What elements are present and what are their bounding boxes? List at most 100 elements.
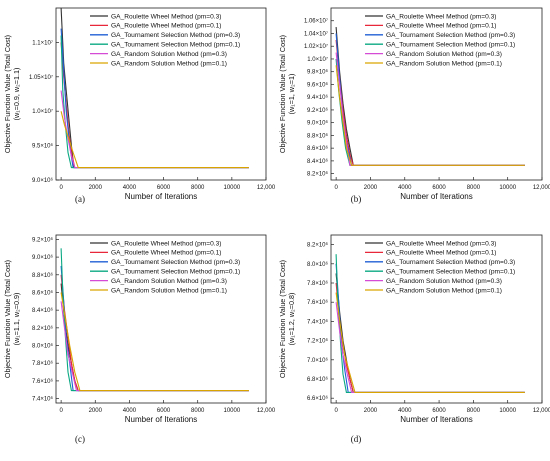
chart-2: 0 2000 4000 6000 8000 10000 12,000 8.2×10⁶ 8.4×1…	[278, 7, 550, 204]
chart-2-y-tick-label: 9.8×10⁶	[307, 69, 329, 76]
chart-1-x-axis-label: Number of Iterations	[125, 192, 197, 201]
chart-2-legend-entry: GA_Tournament Selection Method (pm=0.3)	[386, 32, 515, 39]
chart-4-plot-frame	[330, 234, 543, 404]
chart-1: 0 2000 4000 6000 8000 10000 12,000 9.0×10⁶ 9.5×1…	[3, 7, 276, 204]
chart-4-y-tick-label: 8.0×10⁶	[307, 261, 329, 268]
chart-4-y-tick-label: 7.8×10⁶	[307, 280, 329, 287]
chart-1-y-tick-label: 9.5×10⁶	[32, 143, 54, 150]
chart-4-legend-entry: GA_Tournament Selection Method (pm=0.3)	[386, 259, 515, 266]
chart-3-x-axis-label: Number of Iterations	[125, 415, 197, 424]
chart-2-x-tick-label: 6000	[432, 185, 446, 191]
chart-3-y-axis-sublabel: (w₁=1.1, w₂=0.9)	[12, 293, 21, 346]
chart-1-legend-entry: GA_Tournament Selection Method (pm=0.1)	[111, 42, 240, 49]
chart-1-y-tick-label: 1.0×10⁷	[32, 108, 53, 115]
chart-4-y-axis-label: Objective Function Value (Total Cost)	[278, 260, 287, 378]
chart-3-plot-frame	[55, 234, 267, 404]
chart-4-x-tick-label: 2000	[364, 408, 378, 414]
chart-2-y-tick-label: 1.02×10⁷	[304, 43, 328, 50]
chart-4-y-tick-label: 7.6×10⁶	[307, 299, 329, 306]
chart-2-x-tick-label: 0	[334, 185, 338, 191]
chart-2-legend-entry: GA_Tournament Selection Method (pm=0.1)	[386, 42, 515, 49]
chart-3-y-tick-label: 8.4×10⁶	[32, 307, 54, 314]
chart-2-y-tick-label: 9.2×10⁶	[307, 107, 329, 114]
chart-3-y-tick-label: 7.6×10⁶	[32, 378, 54, 385]
chart-2-y-tick-label: 8.2×10⁶	[307, 171, 329, 178]
chart-3: 0 2000 4000 6000 8000 10000 12,000 7.4×10⁶ 7.6×1…	[3, 234, 276, 444]
chart-4-caption: (d)	[351, 434, 362, 444]
chart-1-x-tick-label: 0	[59, 185, 63, 191]
chart-3-x-tick-label: 0	[59, 408, 63, 414]
chart-2-y-axis-sublabel: (w₁=1, w₂=1)	[287, 74, 296, 115]
chart-3-x-tick-label: 12,000	[257, 408, 276, 414]
chart-1-x-tick-label: 10000	[224, 185, 241, 191]
chart-1-x-tick-label: 12,000	[257, 185, 276, 191]
chart-3-legend-entry: GA_Roulette Wheel Method (pm=0.3)	[111, 240, 222, 247]
chart-3-legend-entry: GA_Random Solution Method (pm=0.3)	[111, 278, 227, 285]
chart-2-plot-frame	[330, 7, 543, 181]
chart-1-y-axis-label: Objective Function Value (Total Cost)	[3, 35, 12, 153]
chart-3-x-tick-label: 8000	[191, 408, 205, 414]
chart-4-y-tick-label: 7.0×10⁶	[307, 357, 329, 364]
chart-3-x-tick-label: 2000	[89, 408, 103, 414]
chart-1-legend-entry: GA_Roulette Wheel Method (pm=0.3)	[111, 13, 222, 20]
chart-3-y-axis-label: Objective Function Value (Total Cost)	[3, 260, 12, 378]
chart-3-y-tick-label: 8.6×10⁶	[32, 289, 54, 296]
chart-2-y-tick-label: 9.0×10⁶	[307, 120, 329, 127]
chart-1-plot-frame	[55, 7, 267, 181]
chart-1-caption: (a)	[75, 194, 85, 204]
chart-4-y-tick-label: 6.6×10⁶	[307, 395, 329, 402]
chart-2-y-tick-label: 9.4×10⁶	[307, 94, 329, 101]
chart-3-x-tick-label: 6000	[157, 408, 171, 414]
chart-4-y-tick-label: 6.8×10⁶	[307, 376, 329, 383]
chart-2-legend-entry: GA_Roulette Wheel Method (pm=0.1)	[386, 23, 497, 30]
chart-2-x-tick-label: 4000	[398, 185, 412, 191]
chart-4: 0 2000 4000 6000 8000 10000 12,000 6.6×10⁶ 6.8×1…	[278, 234, 550, 444]
chart-1-x-tick-label: 6000	[157, 185, 171, 191]
chart-4-series-6-line	[335, 292, 525, 393]
chart-2-y-tick-label: 1.04×10⁷	[304, 30, 328, 37]
chart-4-x-tick-label: 10000	[499, 408, 516, 414]
chart-1-legend-entry: GA_Tournament Selection Method (pm=0.3)	[111, 32, 240, 39]
chart-3-y-tick-label: 7.8×10⁶	[32, 360, 54, 367]
chart-4-x-tick-label: 4000	[398, 408, 412, 414]
chart-2-y-axis-label: Objective Function Value (Total Cost)	[278, 35, 287, 153]
chart-4-legend-entry: GA_Tournament Selection Method (pm=0.1)	[386, 269, 515, 276]
chart-4-y-tick-label: 7.2×10⁶	[307, 338, 329, 345]
chart-3-x-tick-label: 10000	[224, 408, 241, 414]
chart-2-legend-entry: GA_Roulette Wheel Method (pm=0.3)	[386, 13, 497, 20]
chart-2-y-tick-label: 8.8×10⁶	[307, 132, 329, 139]
chart-2-caption: (b)	[351, 194, 362, 204]
chart-2-y-tick-label: 8.6×10⁶	[307, 145, 329, 152]
chart-4-legend-entry: GA_Random Solution Method (pm=0.3)	[386, 278, 502, 285]
chart-3-y-tick-label: 8.0×10⁶	[32, 343, 54, 350]
chart-2-legend-entry: GA_Random Solution Method (pm=0.3)	[386, 51, 502, 58]
chart-2-x-tick-label: 8000	[467, 185, 481, 191]
chart-1-series-6-line	[60, 111, 249, 169]
chart-3-legend-entry: GA_Tournament Selection Method (pm=0.1)	[111, 269, 240, 276]
chart-3-y-tick-label: 9.0×10⁶	[32, 254, 54, 261]
chart-3-x-tick-label: 4000	[123, 408, 137, 414]
chart-3-legend-entry: GA_Random Solution Method (pm=0.1)	[111, 287, 227, 294]
chart-4-y-tick-label: 8.2×10⁶	[307, 242, 329, 249]
chart-1-y-tick-label: 9.0×10⁶	[32, 177, 54, 184]
chart-4-x-tick-label: 12,000	[533, 408, 550, 414]
chart-3-series-6-line	[60, 292, 249, 392]
chart-1-x-tick-label: 4000	[123, 185, 137, 191]
chart-3-y-tick-label: 8.8×10⁶	[32, 272, 54, 279]
chart-4-legend-entry: GA_Roulette Wheel Method (pm=0.3)	[386, 240, 497, 247]
chart-1-x-tick-label: 8000	[191, 185, 205, 191]
chart-1-y-axis-sublabel: (w₁=0.9, w₂=1.1)	[12, 68, 21, 121]
chart-2-legend-entry: GA_Random Solution Method (pm=0.1)	[386, 60, 502, 67]
chart-3-y-tick-label: 9.2×10⁶	[32, 236, 54, 243]
chart-3-y-tick-label: 7.4×10⁶	[32, 396, 54, 403]
chart-2-x-axis-label: Number of Iterations	[400, 192, 472, 201]
chart-2-x-tick-label: 10000	[499, 185, 516, 191]
chart-4-x-tick-label: 8000	[467, 408, 481, 414]
chart-1-y-tick-label: 1.1×10⁷	[32, 39, 53, 46]
chart-1-y-tick-label: 1.05×10⁷	[29, 74, 53, 81]
chart-3-caption: (c)	[75, 434, 85, 444]
chart-4-legend-entry: GA_Random Solution Method (pm=0.1)	[386, 287, 502, 294]
chart-4-legend-entry: GA_Roulette Wheel Method (pm=0.1)	[386, 250, 497, 257]
